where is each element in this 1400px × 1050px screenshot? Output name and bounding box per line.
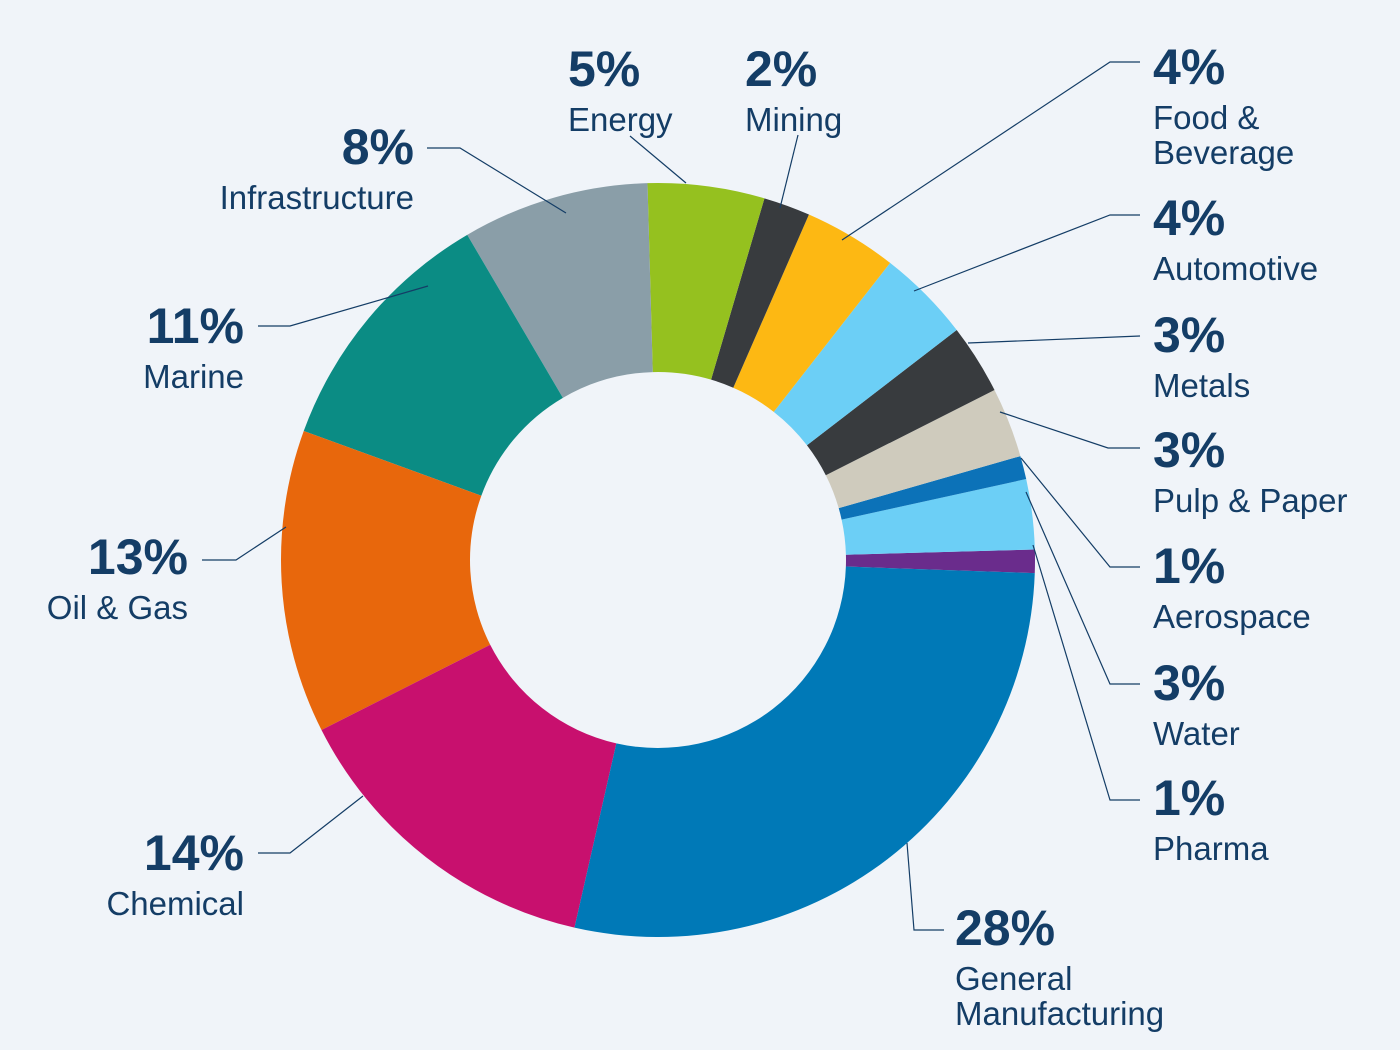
slice-food-and-beverage [733, 214, 891, 412]
slice-percent-mining: 2% [745, 41, 817, 97]
slice-label-aerospace: Aerospace [1153, 598, 1311, 635]
leader-line-aerospace [1020, 457, 1140, 568]
slice-percent-water: 3% [1153, 655, 1225, 711]
slice-percent-pulp-and-paper: 3% [1153, 422, 1225, 478]
slice-percent-metals: 3% [1153, 307, 1225, 363]
leader-line-metals [967, 335, 1141, 344]
slice-percent-pharma: 1% [1153, 770, 1225, 826]
slice-label-food-and-beverage-line-2: Beverage [1153, 134, 1294, 171]
leader-line-marine [258, 285, 429, 327]
slice-label-mining: Mining [745, 101, 842, 138]
slice-marine [303, 234, 563, 496]
slice-label-water: Water [1153, 715, 1240, 752]
slice-label-chemical: Chemical [106, 885, 244, 922]
slice-label-general-manufacturing-line-2: Manufacturing [955, 995, 1164, 1032]
slice-label-energy: Energy [568, 101, 673, 138]
slice-percent-general-manufacturing: 28% [955, 900, 1055, 956]
slice-label-general-manufacturing-line-1: General [955, 960, 1072, 997]
slice-percent-automotive: 4% [1153, 190, 1225, 246]
slice-infrastructure [467, 183, 653, 398]
slice-label-marine: Marine [143, 358, 244, 395]
leader-line-general-manufacturing [906, 842, 944, 931]
slice-energy [647, 183, 765, 380]
slice-label-food-and-beverage-line-1: Food & [1153, 99, 1259, 136]
slice-general-manufacturing [574, 566, 1035, 937]
leader-lines [202, 61, 1141, 931]
slice-automotive [773, 262, 957, 446]
slice-percent-marine: 11% [147, 298, 244, 354]
slice-labels: 1% Pharma 3% Water 1% Aerospace 3% Pulp & Paper… [47, 39, 1348, 1032]
leader-line-energy [629, 135, 687, 184]
slice-metals [806, 329, 995, 476]
leader-line-oil-and-gas [202, 526, 287, 561]
slice-percent-infrastructure: 8% [342, 119, 414, 175]
slice-percent-chemical: 14% [144, 825, 244, 881]
slice-percent-aerospace: 1% [1153, 538, 1225, 594]
slice-water [841, 479, 1035, 555]
slice-percent-energy: 5% [568, 41, 640, 97]
slice-pharma [845, 549, 1035, 574]
leader-line-chemical [258, 795, 364, 854]
slice-label-metals: Metals [1153, 367, 1250, 404]
leader-line-infrastructure [427, 147, 567, 214]
slice-pulp-and-paper [825, 390, 1021, 509]
leader-line-mining [779, 134, 799, 209]
slice-label-pharma: Pharma [1153, 830, 1269, 867]
slice-percent-oil-and-gas: 13% [88, 529, 188, 585]
leader-line-pharma [1032, 544, 1140, 801]
slice-label-oil-and-gas: Oil & Gas [47, 589, 188, 626]
leader-line-automotive [913, 214, 1140, 292]
slice-label-infrastructure: Infrastructure [220, 179, 414, 216]
slice-label-pulp-and-paper: Pulp & Paper [1153, 482, 1347, 519]
leader-line-pulp-and-paper [999, 411, 1140, 449]
donut-slices [281, 183, 1035, 937]
slice-mining [711, 198, 809, 388]
slice-aerospace [838, 456, 1027, 520]
slice-chemical [321, 644, 617, 928]
slice-label-automotive: Automotive [1153, 250, 1318, 287]
leader-line-water [1025, 491, 1140, 685]
leader-line-food-and-beverage [841, 61, 1140, 241]
slice-oil-and-gas [281, 431, 491, 730]
slice-percent-food-and-beverage: 4% [1153, 39, 1225, 95]
